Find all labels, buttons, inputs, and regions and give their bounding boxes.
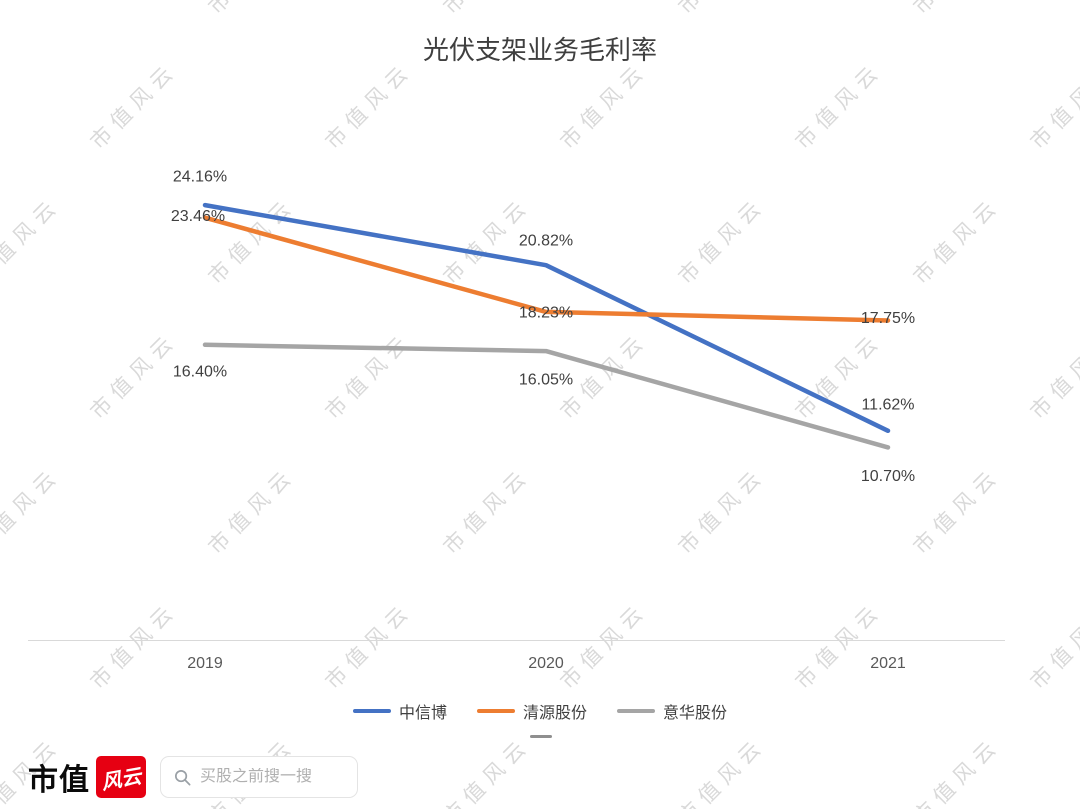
brand-logo: 市值 风云 xyxy=(28,755,146,799)
data-label: 20.82% xyxy=(519,233,573,250)
legend-swatch xyxy=(476,709,515,713)
brand-logo-text: 市值 xyxy=(28,764,90,797)
x-tick-label: 2020 xyxy=(528,655,564,672)
legend-label: 清源股份 xyxy=(522,705,587,722)
legend-item: 意华股份 xyxy=(617,699,727,723)
legend-label: 意华股份 xyxy=(663,705,728,722)
data-label: 24.16% xyxy=(173,169,227,186)
series-line xyxy=(202,215,891,323)
data-label: 23.46% xyxy=(171,208,225,225)
x-tick-label: 2021 xyxy=(870,655,906,672)
chart-legend: 中信博 清源股份 意华股份 xyxy=(0,699,1080,723)
chart-title: 光伏支架业务毛利率 xyxy=(422,35,657,65)
brand-logo-badge-text: 风云 xyxy=(99,765,144,794)
data-label: 18.23% xyxy=(519,304,573,321)
search-input[interactable] xyxy=(200,768,345,786)
search-box[interactable] xyxy=(160,756,358,798)
data-label: 16.05% xyxy=(519,372,573,389)
footer-bar: 市值 风云 xyxy=(0,745,1080,809)
data-label: 17.75% xyxy=(861,310,915,327)
x-tick-label: 2019 xyxy=(187,655,223,672)
data-label: 11.62% xyxy=(861,396,914,413)
legend-swatch xyxy=(617,709,655,713)
carousel-indicator xyxy=(530,735,552,738)
legend-item: 中信博 xyxy=(352,699,447,723)
brand-logo-badge: 风云 xyxy=(96,756,146,798)
legend-item: 清源股份 xyxy=(476,699,587,723)
legend-label: 中信博 xyxy=(398,705,447,722)
search-icon xyxy=(174,769,191,785)
data-label: 16.40% xyxy=(173,363,227,380)
series-line xyxy=(202,342,891,450)
series-line xyxy=(202,202,891,434)
data-label: 10.70% xyxy=(861,468,915,485)
legend-swatch xyxy=(352,709,391,713)
